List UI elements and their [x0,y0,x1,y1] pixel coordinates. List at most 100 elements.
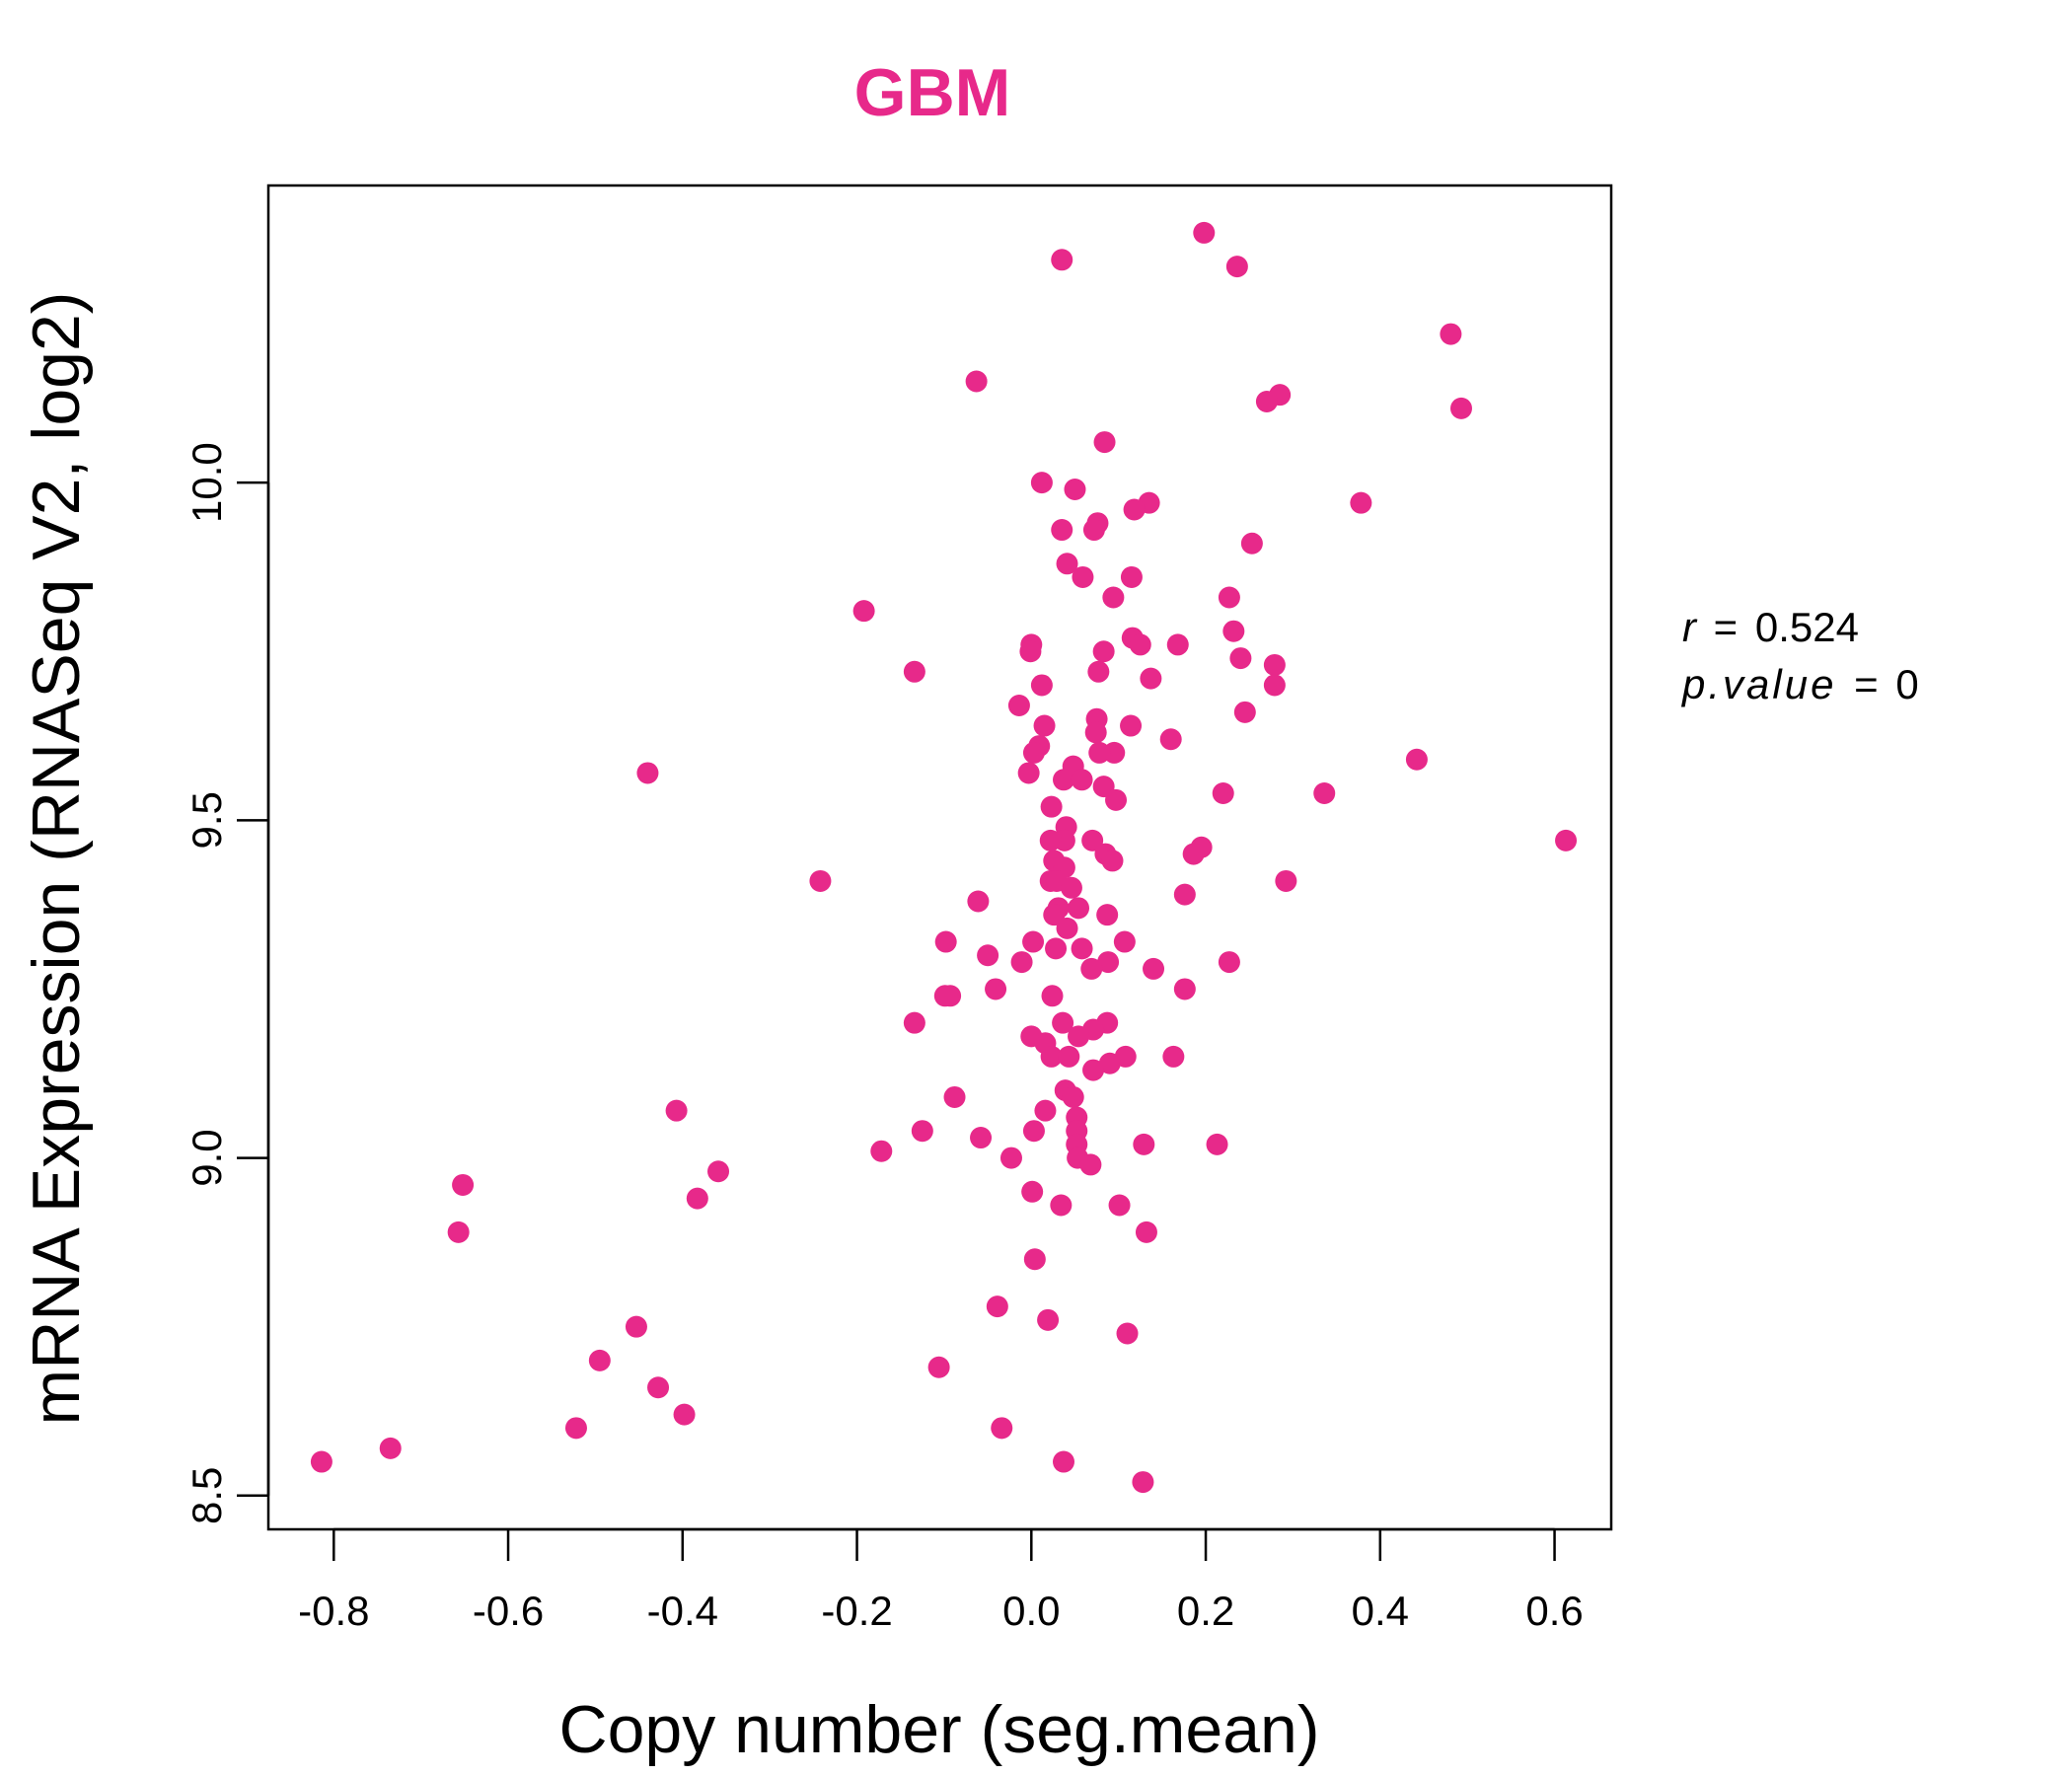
data-point [1021,1180,1044,1203]
data-point [1052,769,1074,791]
data-point [1098,1052,1121,1074]
data-point [967,890,990,913]
data-point [1039,829,1062,851]
data-point [1222,620,1245,642]
data-point [665,1099,688,1122]
data-point [1037,1308,1060,1331]
data-point [939,985,962,1007]
data-point [1173,883,1196,906]
data-point [1062,1085,1084,1108]
y-tick-label: 10.0 [184,442,230,523]
data-point [1140,667,1162,690]
data-point [1162,1045,1185,1068]
data-point [903,1011,925,1034]
data-point [686,1187,708,1210]
data-point [1255,391,1278,413]
data-point [1022,741,1045,764]
svg-text:r = 0.524: r = 0.524 [1682,604,1859,650]
data-point [1079,1153,1102,1176]
data-point [903,660,925,683]
data-point [447,1221,470,1243]
data-point [1068,1025,1090,1048]
data-point [1129,633,1151,656]
data-point [1033,714,1056,737]
data-point [911,1120,933,1143]
data-point [943,1085,966,1108]
data-point [1080,957,1103,980]
data-point [1449,397,1472,419]
data-point [1022,1120,1045,1143]
data-point [1093,431,1116,454]
x-tick-label: -0.8 [298,1588,369,1634]
x-tick-label: 0.2 [1177,1588,1234,1634]
data-point [985,978,1007,1000]
data-point [1440,323,1462,345]
data-point [1050,1194,1073,1217]
chart-title: GBM [854,55,1011,130]
data-point [1108,1194,1131,1217]
data-point [1017,762,1040,784]
data-point [1087,660,1110,683]
data-point [1113,930,1136,953]
data-point [452,1173,475,1196]
data-point [1135,1221,1157,1243]
data-point [1056,917,1078,939]
data-point [1218,951,1240,974]
data-point [1022,930,1045,953]
data-point [1071,769,1093,791]
data-point [1218,586,1240,609]
data-point [1159,728,1182,751]
data-point [1051,519,1073,542]
data-point [1212,781,1234,804]
data-point [1102,586,1125,609]
x-tick-label: 0.6 [1525,1588,1583,1634]
data-point [1143,957,1165,980]
data-point [991,1417,1013,1440]
data-point [1132,1471,1154,1494]
data-point [1051,249,1073,271]
p-value: 0 [1895,661,1918,707]
y-tick-label: 9.5 [184,791,230,849]
r-equals: = [1714,604,1739,650]
data-point [1101,850,1124,872]
x-tick-label: -0.6 [473,1588,544,1634]
correlation-annotation: r = 0.524 p.value = 0 [1680,604,1919,707]
data-point [1225,256,1248,278]
data-point [1071,937,1093,960]
data-point [1030,674,1053,697]
data-point [564,1417,587,1440]
data-point [809,869,832,892]
r-value: 0.524 [1755,604,1859,650]
data-points [310,221,1578,1494]
data-point [852,600,875,623]
data-point [1096,904,1119,926]
svg-text:p.value = 0: p.value = 0 [1680,661,1919,707]
data-point [1007,695,1030,717]
data-point [1034,1099,1057,1122]
data-point [1350,491,1372,514]
data-point [1030,472,1053,494]
p-equals: = [1854,661,1879,707]
data-point [1173,978,1196,1000]
data-point [965,370,988,393]
x-axis: -0.8 -0.6 -0.4 -0.2 0.0 0.2 0.4 0.6 [298,1527,1584,1634]
data-point [707,1160,730,1183]
x-tick-label: -0.4 [647,1588,718,1634]
data-point [1082,1059,1105,1081]
data-point [1040,795,1063,818]
data-point [1133,1133,1155,1155]
y-tick-label: 8.5 [184,1467,230,1524]
data-point [1206,1133,1228,1155]
data-point [673,1403,696,1426]
x-tick-label: -0.2 [821,1588,892,1634]
data-point [310,1450,333,1473]
data-point [1084,721,1107,744]
data-point [1052,1450,1074,1473]
data-point [1041,985,1064,1007]
data-point [1082,519,1105,542]
data-point [1072,565,1094,588]
y-axis-label: mRNA Expression (RNASeq V2, log2) [19,292,94,1426]
y-axis: 8.5 9.0 9.5 10.0 [184,442,270,1524]
data-point [1233,701,1256,723]
